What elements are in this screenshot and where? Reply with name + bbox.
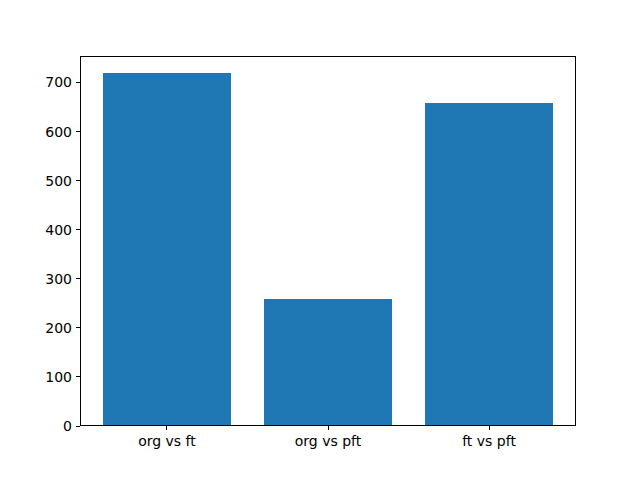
plot-area	[80, 56, 576, 426]
bar-org-vs-pft	[264, 299, 393, 425]
x-tick-label: ft vs pft	[414, 433, 564, 449]
y-tick-mark	[76, 426, 80, 427]
y-tick-label: 300	[0, 272, 72, 286]
y-tick-label: 700	[0, 75, 72, 89]
x-tick-label: org vs ft	[92, 433, 242, 449]
x-tick-label: org vs pft	[253, 433, 403, 449]
y-tick-mark	[76, 180, 80, 181]
x-tick-mark	[166, 426, 167, 430]
y-tick-mark	[76, 278, 80, 279]
y-tick-mark	[76, 229, 80, 230]
bar-ft-vs-pft	[425, 103, 554, 425]
figure-canvas: 0 100 200 300 400 500 600 700 org vs ft org vs pf…	[0, 0, 640, 480]
y-tick-label: 500	[0, 174, 72, 188]
y-tick-mark	[76, 82, 80, 83]
bar-org-vs-ft	[103, 73, 232, 425]
y-tick-label: 600	[0, 125, 72, 139]
y-tick-label: 400	[0, 223, 72, 237]
x-tick-mark	[489, 426, 490, 430]
y-tick-label: 200	[0, 321, 72, 335]
y-tick-mark	[76, 376, 80, 377]
y-tick-label: 0	[0, 419, 72, 433]
y-tick-mark	[76, 327, 80, 328]
x-tick-mark	[328, 426, 329, 430]
y-tick-label: 100	[0, 370, 72, 384]
y-tick-mark	[76, 131, 80, 132]
